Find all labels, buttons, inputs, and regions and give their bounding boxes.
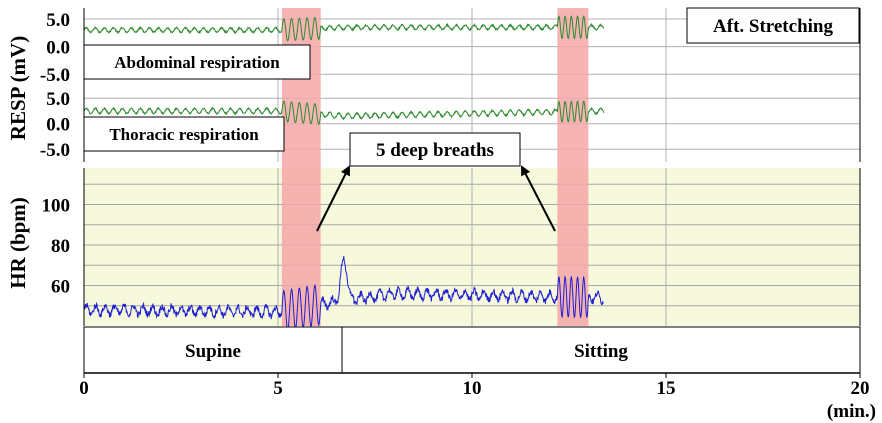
panel-label-abdominal-box	[83, 44, 311, 80]
panel-label-thoracic-box	[83, 116, 285, 152]
deep-breath-window	[557, 8, 589, 326]
panel-label-abdominal: Abdominal respiration	[114, 53, 280, 72]
series-line-abdominal	[83, 15, 605, 42]
x-tick-label: 15	[657, 378, 676, 399]
y-tick-label: -5.0	[40, 65, 70, 86]
condition-label: Aft. Stretching	[713, 16, 833, 37]
panel-label-thoracic: Thoracic respiration	[109, 125, 259, 144]
y-tick-label: 5.0	[46, 10, 70, 31]
posture-band	[83, 326, 861, 374]
resp-axis-title: RESP (mV)	[6, 36, 30, 140]
y-tick-label: 0.0	[46, 38, 70, 59]
annotation-arrow-left	[316, 165, 350, 232]
x-tick-label: 5	[273, 378, 283, 399]
deep-breath-label: 5 deep breaths	[376, 140, 494, 161]
y-tick-label: 60	[51, 276, 70, 297]
posture-label-sitting: Sitting	[574, 341, 628, 362]
x-tick-label: 10	[463, 378, 482, 399]
y-tick-label: -5.0	[40, 140, 70, 161]
x-unit-label: (min.)	[827, 401, 876, 422]
y-tick-label: 100	[42, 195, 71, 216]
annotation-arrow-right	[521, 165, 556, 232]
x-tick-label: 0	[79, 378, 89, 399]
series-line-thoracic	[83, 100, 605, 125]
y-tick-label: 80	[51, 236, 70, 257]
x-tick-label: 20	[851, 378, 870, 399]
y-tick-label: 0.0	[46, 115, 70, 136]
deep-breath-label-box	[349, 132, 521, 167]
hr-axis-title: HR (bpm)	[6, 197, 30, 289]
series-line-hr	[83, 256, 604, 331]
condition-label-box	[686, 7, 860, 44]
y-tick-label: 5.0	[46, 89, 70, 110]
posture-label-supine: Supine	[185, 341, 241, 362]
